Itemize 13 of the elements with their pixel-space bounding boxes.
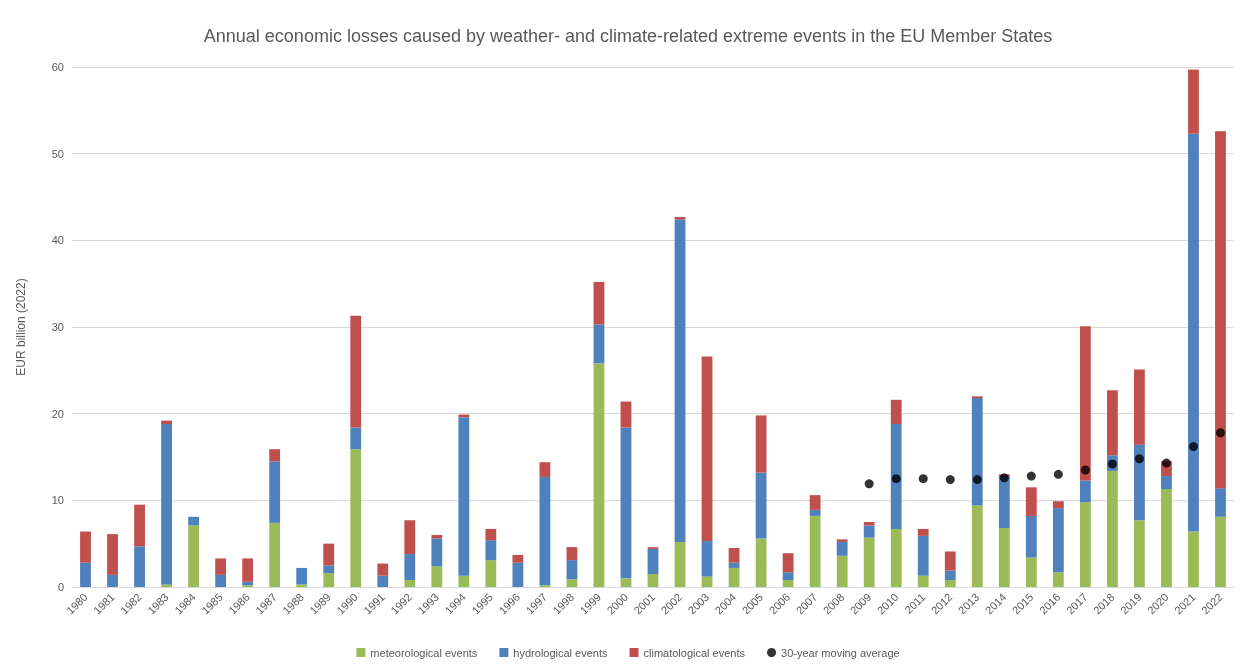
legend-label: meteorological events [370, 646, 478, 659]
legend-label: hydrological events [513, 646, 609, 659]
y-tick-label: 20 [51, 407, 64, 420]
y-axis-title: EUR billion (2022) [14, 278, 28, 376]
y-tick-label: 60 [51, 61, 64, 73]
y-tick-label: 50 [51, 147, 64, 160]
y-tick-label: 0 [57, 581, 64, 593]
chart-title: Annual economic losses caused by weather- and climate-related extreme events in the EU Member States [203, 26, 1053, 46]
y-tick-label: 10 [51, 494, 64, 507]
legend-label: climatological events [643, 646, 746, 659]
y-tick-label: 40 [51, 234, 64, 247]
y-tick-label: 30 [51, 321, 64, 333]
legend-label: 30-year moving average [781, 646, 900, 659]
